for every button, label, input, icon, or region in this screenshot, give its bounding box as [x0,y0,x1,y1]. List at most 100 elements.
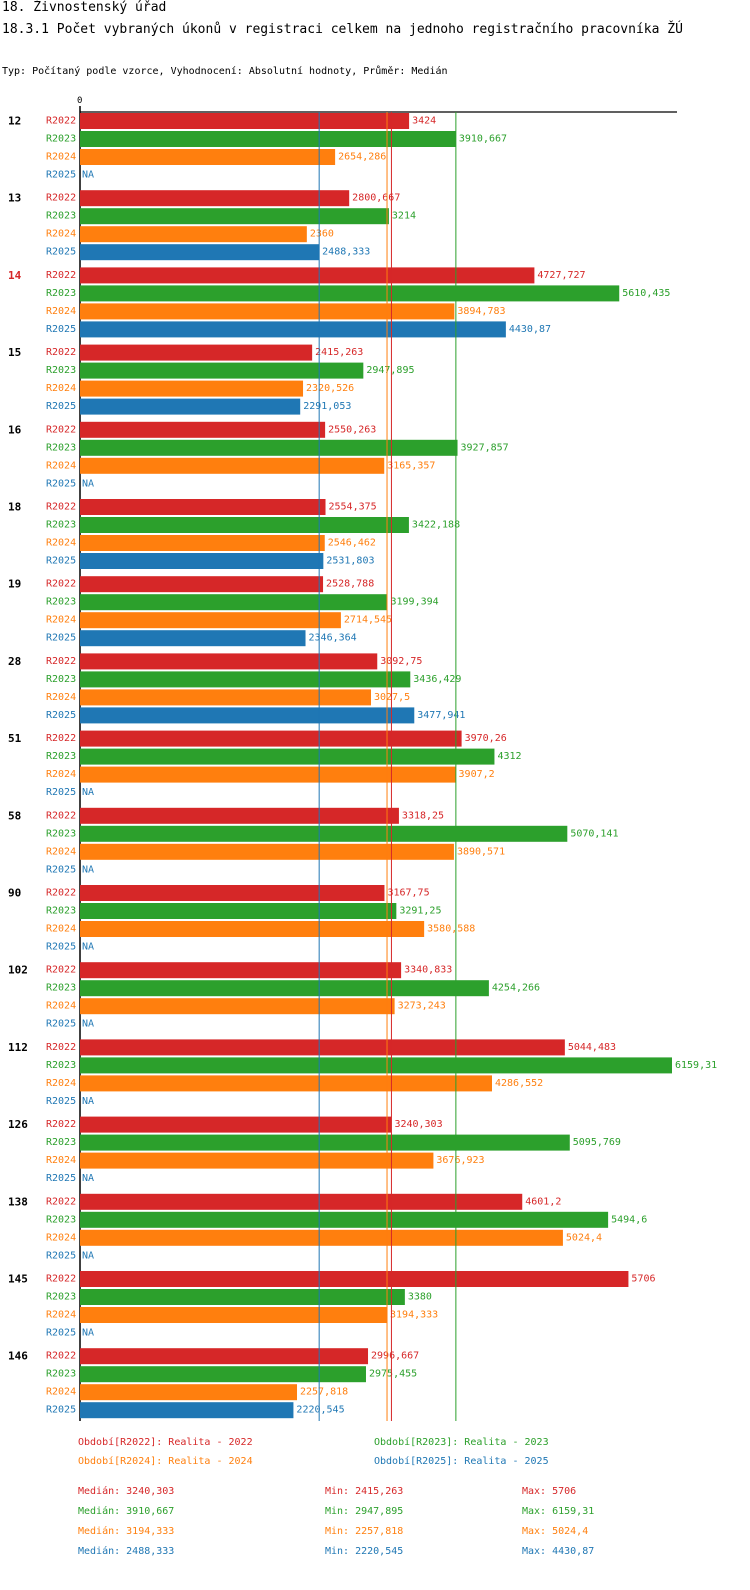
bar-13-R2024 [80,226,307,243]
bar-58-R2022 [80,807,399,824]
series-label-28-R2025: R2025 [46,710,76,721]
bar-28-R2024 [80,689,371,706]
value-label-138-R2023: 5494,6 [611,1214,647,1225]
value-label-13-R2023: 3214 [392,211,416,222]
category-label-28: 28 [8,655,21,668]
bar-13-R2025 [80,244,320,261]
value-label-146-R2023: 2975,455 [369,1369,417,1380]
bar-12-R2023 [80,131,456,147]
series-label-14-R2022: R2022 [46,270,76,281]
value-label-19-R2025: 2346,364 [309,633,357,644]
series-label-138-R2022: R2022 [46,1196,76,1207]
value-label-15-R2023: 2947,895 [366,365,414,376]
bar-126-R2024 [80,1152,434,1169]
category-label-51: 51 [8,732,22,745]
series-label-126-R2022: R2022 [46,1119,76,1130]
value-label-51-R2023: 4312 [497,751,521,762]
series-label-126-R2023: R2023 [46,1137,76,1148]
bar-138-R2023 [80,1211,609,1228]
bar-19-R2022 [80,576,324,593]
value-label-16-R2023: 3927,857 [461,442,509,453]
series-label-90-R2022: R2022 [46,888,76,899]
bar-15-R2022 [80,344,313,361]
bar-18-R2022 [80,499,326,515]
series-label-15-R2022: R2022 [46,347,76,358]
series-label-51-R2024: R2024 [46,769,76,780]
value-label-51-R2024: 3907,2 [459,769,495,780]
value-label-146-R2022: 2996,667 [371,1351,419,1362]
bar-146-R2023 [80,1366,366,1383]
bar-90-R2024 [80,921,425,937]
series-label-18-R2023: R2023 [46,520,76,531]
category-label-58: 58 [8,809,21,822]
stat-median-1: Medián: 3240,303 [78,1486,175,1497]
bar-15-R2025 [80,398,301,415]
bar-112-R2022 [80,1039,565,1056]
value-label-12-R2024: 2654,286 [338,152,386,163]
chart-title: 18. Živnostenský úřad [2,0,167,15]
bar-28-R2023 [80,671,411,688]
value-label-145-R2025: NA [82,1328,94,1339]
bar-102-R2024 [80,998,395,1015]
value-label-18-R2023: 3422,188 [412,520,460,531]
value-label-102-R2023: 4254,266 [492,983,540,994]
category-label-12: 12 [8,115,21,128]
series-label-12-R2024: R2024 [46,152,76,163]
bar-15-R2024 [80,380,304,397]
bar-14-R2024 [80,303,455,320]
series-label-51-R2022: R2022 [46,733,76,744]
stat-max-3: Max: 5024,4 [522,1526,589,1537]
value-label-112-R2025: NA [82,1096,94,1107]
stat-min-4: Min: 2220,545 [325,1546,404,1557]
series-label-145-R2024: R2024 [46,1310,76,1321]
bar-146-R2022 [80,1348,369,1365]
value-label-145-R2023: 3380 [408,1292,432,1303]
value-label-126-R2022: 3240,303 [394,1119,442,1130]
series-label-28-R2023: R2023 [46,674,76,685]
series-label-16-R2024: R2024 [46,460,76,471]
bar-13-R2023 [80,208,389,225]
bar-28-R2025 [80,707,415,724]
bar-19-R2024 [80,612,341,629]
series-label-146-R2025: R2025 [46,1405,76,1416]
value-label-16-R2022: 2550,263 [328,424,376,435]
series-label-146-R2023: R2023 [46,1369,76,1380]
stat-max-4: Max: 4430,87 [522,1546,595,1557]
series-label-14-R2024: R2024 [46,306,76,317]
bar-18-R2024 [80,535,325,551]
value-label-28-R2024: 3027,5 [374,692,410,703]
bar-16-R2023 [80,439,458,456]
value-label-13-R2024: 2360 [310,229,334,240]
series-label-126-R2025: R2025 [46,1173,76,1184]
value-label-51-R2025: NA [82,787,94,798]
value-label-138-R2024: 5024,4 [566,1232,602,1243]
bar-102-R2023 [80,980,489,997]
value-label-58-R2022: 3318,25 [402,810,444,821]
bar-138-R2024 [80,1229,563,1246]
series-label-18-R2024: R2024 [46,538,76,549]
category-label-19: 19 [8,578,21,591]
value-label-28-R2022: 3092,75 [380,656,422,667]
series-label-19-R2023: R2023 [46,597,76,608]
bar-12-R2022 [80,113,410,129]
bar-18-R2025 [80,553,324,569]
value-label-90-R2023: 3291,25 [399,906,441,917]
series-label-12-R2023: R2023 [46,134,76,145]
value-label-28-R2025: 3477,941 [417,710,465,721]
bar-51-R2024 [80,766,456,783]
value-label-15-R2022: 2415,263 [315,347,363,358]
bar-112-R2023 [80,1057,672,1074]
bar-14-R2025 [80,321,506,338]
series-label-28-R2022: R2022 [46,656,76,667]
bar-28-R2022 [80,653,378,670]
value-label-19-R2023: 3199,394 [391,597,439,608]
series-label-16-R2025: R2025 [46,478,76,489]
value-label-15-R2025: 2291,053 [303,401,351,412]
series-label-126-R2024: R2024 [46,1155,76,1166]
value-label-112-R2023: 6159,31 [675,1060,717,1071]
bar-58-R2023 [80,825,568,842]
series-label-138-R2025: R2025 [46,1250,76,1261]
series-label-12-R2022: R2022 [46,116,76,127]
value-label-14-R2023: 5610,435 [622,288,670,299]
series-label-102-R2025: R2025 [46,1019,76,1030]
